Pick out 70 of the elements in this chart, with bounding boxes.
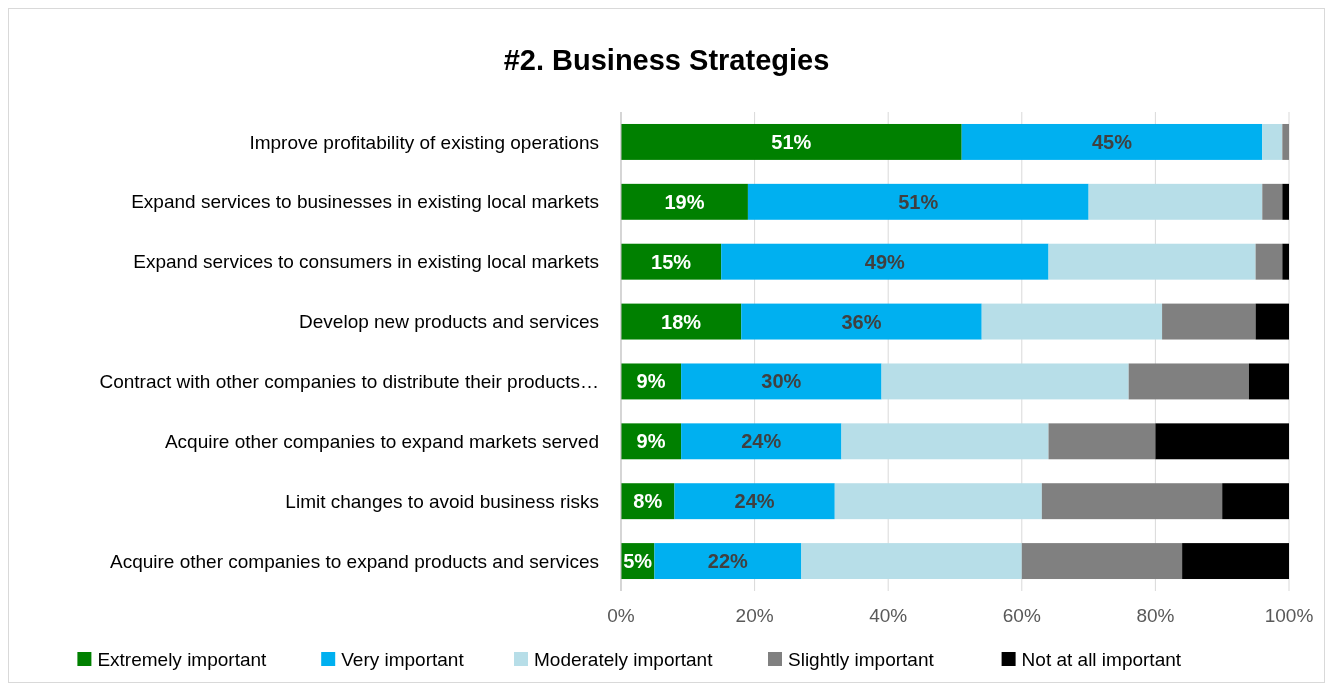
bar [1162,303,1256,340]
bar [681,423,842,460]
x-tick-label: 0% [607,604,635,626]
bar [747,183,1089,220]
bar [621,183,748,220]
legend-label: Not at all important [1021,648,1182,670]
data-label: 9% [636,370,666,393]
bar [1282,243,1289,280]
bar [621,303,742,340]
bar [1255,243,1283,280]
y-tick-label: Acquire other companies to expand products and services [110,550,599,572]
data-label: 18% [661,310,702,333]
data-label: 8% [633,490,663,513]
legend-label: Extremely important [97,648,268,670]
data-label: 24% [734,490,775,513]
bar [741,303,982,340]
bar [961,123,1263,160]
bar [1282,123,1289,160]
x-tick-label: 20% [735,604,774,626]
bar [1048,243,1256,280]
y-tick-label: Expand services to consumers in existing local markets [133,251,599,273]
bar [674,483,835,520]
bar [1048,423,1156,460]
bar [721,243,1049,280]
y-tick-label: Expand services to businesses in existing local markets [131,191,599,213]
bar [881,363,1129,400]
bar [1041,483,1223,520]
bar [1222,483,1289,520]
data-label: 5% [623,550,653,573]
data-label: 15% [651,250,692,273]
data-label: 49% [864,250,906,273]
bar [801,543,1022,580]
bar [1088,183,1263,220]
y-tick-label: Improve profitability of existing operations [249,131,599,153]
data-label: 45% [1091,130,1133,153]
bar [1155,423,1289,460]
bar [1262,183,1283,220]
data-label: 51% [898,190,939,213]
data-label: 24% [741,430,782,453]
x-tick-label: 100% [1264,604,1314,626]
bar [981,303,1163,340]
y-tick-label: Limit changes to avoid business risks [285,490,599,512]
bar [1248,363,1289,400]
bar [834,483,1042,520]
legend-label: Slightly important [788,648,935,670]
legend-label: Moderately important [534,648,714,670]
bar [1255,303,1289,340]
bar [1128,363,1249,400]
x-tick-label: 40% [869,604,908,626]
data-label: 30% [761,370,802,393]
y-tick-label: Develop new products and services [299,311,599,333]
data-label: 51% [771,130,812,153]
bar [681,363,882,400]
chart-title: #2. Business Strategies [503,44,830,76]
x-tick-label: 80% [1136,604,1175,626]
bar [1021,543,1183,580]
bar [1262,123,1283,160]
data-label: 36% [841,310,882,333]
x-tick-label: 60% [1002,604,1041,626]
bar [1282,183,1289,220]
bar [654,543,802,580]
bar [841,423,1049,460]
y-tick-label: Contract with other companies to distribute their products… [99,371,599,393]
data-label: 22% [707,550,749,573]
data-label: 9% [636,430,666,453]
bar [1182,543,1289,580]
bar [621,123,962,160]
y-tick-label: Acquire other companies to expand markets served [164,430,599,452]
legend-label: Very important [341,648,465,670]
data-label: 19% [664,190,705,213]
